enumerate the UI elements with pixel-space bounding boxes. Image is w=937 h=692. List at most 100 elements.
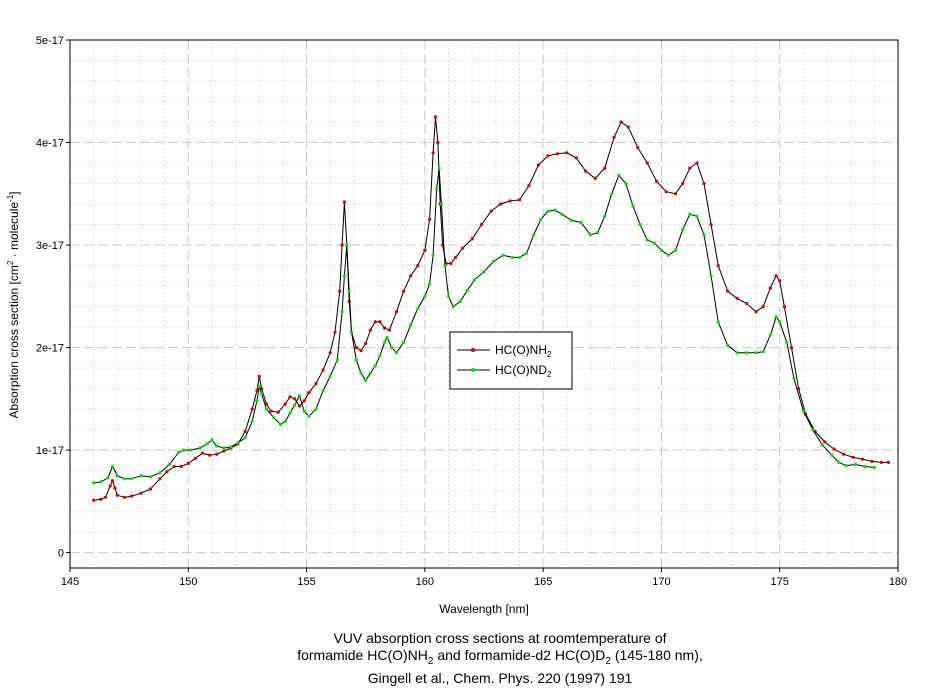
series-2-point <box>439 202 443 206</box>
series-1-point <box>782 305 787 309</box>
series-1-point <box>297 404 302 408</box>
caption-line-2: formamide HC(O)NH2 and formamide-d2 HC(O… <box>297 647 703 667</box>
series-2-point <box>215 444 219 448</box>
series-2-point <box>394 351 399 355</box>
caption-line-3: Gingell et al., Chem. Phys. 220 (1997) 1… <box>367 669 633 686</box>
series-2-point <box>99 480 103 484</box>
series-2-point <box>525 251 529 255</box>
series-1-point <box>264 402 268 406</box>
series-2-point <box>283 419 287 423</box>
series-2-point <box>423 294 427 298</box>
series-2-point <box>402 340 406 344</box>
x-tick-label: 150 <box>179 576 197 588</box>
series-1-point <box>436 140 440 145</box>
series-1-point <box>797 387 801 391</box>
y-axis: 0 1e-17 2e-17 3e-17 4e-17 5e-17 <box>36 35 70 560</box>
series-2-point <box>726 343 730 348</box>
series-2-point <box>260 392 264 396</box>
series-1-point <box>122 495 126 499</box>
series-1-point <box>342 200 346 204</box>
series-2-point <box>416 307 420 311</box>
series-1-point <box>250 407 254 411</box>
series-2-point <box>364 378 368 382</box>
series-2-point <box>588 233 593 237</box>
series-1-point <box>139 491 143 495</box>
series-2-point <box>335 358 339 362</box>
series-1-point <box>359 349 363 353</box>
series-2-point <box>345 243 349 247</box>
series-2-point <box>167 462 171 467</box>
series-1-point <box>283 402 287 406</box>
series-2-point <box>844 463 848 468</box>
series-1-point <box>619 120 623 124</box>
series-2-point <box>373 364 377 368</box>
series-1-point <box>454 255 458 259</box>
series-2-point <box>354 358 358 362</box>
series-1-point <box>774 274 778 278</box>
series-1-point <box>870 459 874 463</box>
series-2-point <box>645 238 649 242</box>
series-2-point <box>510 255 514 259</box>
series-2-point <box>579 220 583 225</box>
series-2-point <box>716 320 720 324</box>
series-1-point <box>269 409 273 413</box>
series-2-point <box>368 371 372 375</box>
series-1-point <box>364 341 368 346</box>
series-2-point <box>546 209 550 213</box>
series-2-point <box>695 214 699 218</box>
series-1-point <box>745 301 749 306</box>
series-2-point <box>553 208 557 212</box>
series-1-point <box>593 176 597 180</box>
series-2-point <box>359 371 363 375</box>
series-2-point <box>517 255 522 259</box>
caption-line-1: VUV absorption cross sections at roomtem… <box>333 630 667 646</box>
series-1-point <box>293 397 297 401</box>
series-2-point <box>250 419 254 423</box>
series-1-point <box>113 486 117 490</box>
series-1-point <box>302 399 306 403</box>
series-2-point <box>652 241 656 245</box>
series-1-point <box>215 452 219 456</box>
series-1-point <box>314 381 318 386</box>
series-2-point <box>321 389 325 393</box>
series-1-point <box>373 320 377 324</box>
series-2-point <box>837 460 841 464</box>
x-tick-label: 160 <box>416 576 434 588</box>
series-1-point <box>158 477 162 481</box>
series-1-point <box>480 222 484 227</box>
series-1-point <box>288 395 292 399</box>
series-1-point <box>402 289 406 293</box>
series-1-point <box>584 169 588 173</box>
series-2-point <box>342 274 346 278</box>
series-1-point <box>655 179 659 184</box>
series-1-point <box>709 222 713 227</box>
series-2-point <box>811 428 815 432</box>
x-tick-label: 180 <box>889 576 907 588</box>
series-1-point <box>92 498 96 502</box>
series-2-point <box>314 407 318 411</box>
series-1-point <box>886 460 891 464</box>
series-2-point <box>774 315 778 319</box>
series-1-point <box>645 161 649 165</box>
series-1-point <box>574 156 578 160</box>
series-1-point <box>172 464 176 469</box>
series-1-point <box>409 274 413 278</box>
series-1-point <box>489 209 493 213</box>
series-1-point <box>333 330 337 334</box>
series-1-point <box>664 190 668 194</box>
series-2-point <box>659 248 664 252</box>
series-2-point <box>139 474 143 478</box>
series-2-point <box>435 187 439 191</box>
series-2-point <box>501 253 505 257</box>
series-2-point <box>610 192 614 196</box>
series-2-point <box>778 320 782 324</box>
series-1-point <box>428 217 432 221</box>
series-2-point <box>443 264 447 268</box>
series-1-point <box>354 346 358 350</box>
series-1-point <box>431 151 435 155</box>
series-2-point <box>482 270 486 274</box>
series-1-point <box>394 310 399 314</box>
legend-marker-2 <box>471 368 475 372</box>
figure-caption: VUV absorption cross sections at roomtem… <box>0 630 937 687</box>
series-1-point <box>688 166 692 170</box>
